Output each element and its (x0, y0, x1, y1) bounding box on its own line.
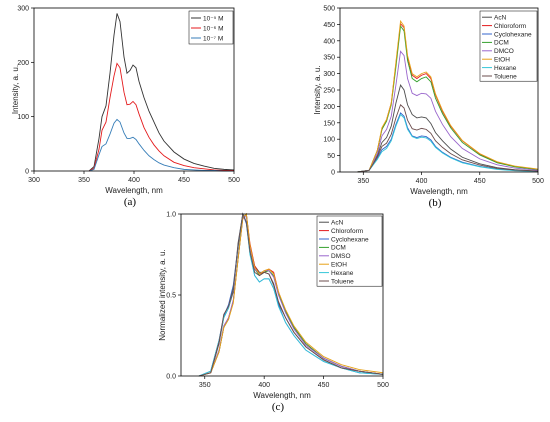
chart-3-legend-label-1: AcN (331, 220, 344, 227)
chart-3-legend-label-5: DMSO (331, 253, 351, 260)
chart-2-legend-label-5: DMCO (494, 48, 514, 55)
chart-3-series-lines (198, 212, 384, 377)
chart-2-y-tick-label-5: 200 (323, 104, 335, 111)
chart-2-series-line-3 (357, 112, 539, 173)
chart-2-y-tick-label-11: 500 (323, 6, 335, 13)
chart-1-x-tick-label-3: 400 (128, 177, 140, 184)
chart-3-legend-label-4: DCM (331, 245, 346, 252)
chart-2-y-tick-label-4: 150 (323, 120, 335, 127)
chart-3-legend-box (316, 215, 383, 287)
chart-3-series-line-6 (198, 213, 384, 377)
chart-2-panel-label: (b) (429, 197, 442, 209)
chart-2-legend-label-2: Chloroform (494, 23, 526, 30)
chart-3-series-line-8 (198, 212, 384, 377)
chart-2-y-tick-label-2: 50 (327, 153, 335, 160)
chart-1-series-lines (88, 13, 235, 172)
chart-3-y-tick-label-1: 0.0 (166, 374, 176, 381)
chart-2-series-line-5 (357, 50, 539, 173)
chart-2-legend-box (479, 10, 538, 82)
chart-1-x-tick-label-5: 500 (228, 177, 240, 184)
chart-1-series-line-2 (88, 62, 234, 172)
chart-2-legend-label-8: Toluene (494, 73, 517, 80)
chart-3-legend-label-6: EtOH (331, 262, 347, 269)
chart-1-legend-label-1: 10⁻⁵ M (203, 15, 224, 22)
chart-2-y-tick-label-1: 0 (331, 170, 335, 177)
chart-3-panel-label: (c) (272, 401, 285, 413)
chart-1-x-tick-label-2: 350 (78, 177, 90, 184)
chart-3-x-tick-label-2: 400 (258, 382, 270, 389)
chart-2-legend-label-4: DCM (494, 40, 509, 47)
chart-2-y-tick-label-7: 300 (323, 71, 335, 78)
chart-3-legend-label-8: Toluene (331, 278, 354, 285)
chart-1-series-line-1 (88, 13, 235, 172)
chart-1-x-tick-label-1: 300 (28, 177, 40, 184)
chart-2-y-axis-label: Intensity, a. u. (313, 65, 322, 114)
panel-b-chart: 350 400 450 500 0 50 100 150 200 250 300 350 400 450 5… (313, 6, 544, 210)
chart-2-x-tick-label-2: 400 (416, 178, 428, 185)
chart-1-series-line-3 (88, 118, 234, 172)
chart-1-y-tick-label-4: 300 (17, 6, 29, 13)
chart-2-legend-label-1: AcN (494, 15, 507, 22)
chart-2-series-line-6 (357, 19, 539, 173)
chart-1-y-axis-label: Intensity, a. u. (11, 65, 20, 114)
chart-3-x-tick-label-4: 500 (377, 382, 389, 389)
chart-2-legend-label-7: Hexane (494, 65, 517, 72)
chart-3-y-tick-label-2: 0.5 (166, 293, 176, 300)
chart-3-x-tick-label-1: 350 (199, 382, 211, 389)
panel-a-chart: 300 350 400 450 500 0 100 200 300 Wavelength, nm I… (11, 6, 240, 209)
chart-1-y-tick-label-3: 200 (17, 60, 29, 67)
chart-1-y-tick-label-2: 100 (17, 114, 29, 121)
chart-3-x-axis-label: Wavelength, nm (253, 391, 311, 400)
chart-1-legend-label-2: 10⁻⁶ M (203, 25, 224, 32)
chart-3-y-tick-label-3: 1.0 (166, 212, 176, 219)
chart-3-series-line-7 (198, 212, 384, 377)
chart-2-y-tick-label-9: 400 (323, 38, 335, 45)
panel-c-chart: 350 400 450 500 0.0 0.5 1.0 Wavelength, nm Norma… (158, 212, 389, 414)
chart-1-x-tick-label-4: 450 (178, 177, 190, 184)
chart-1-y-tick-label-1: 0 (25, 169, 29, 176)
chart-1-x-axis-label: Wavelength, nm (105, 186, 163, 195)
chart-2-y-tick-label-10: 450 (323, 22, 335, 29)
chart-2-series-line-4 (357, 24, 539, 173)
chart-2-x-tick-label-1: 350 (357, 178, 369, 185)
chart-2-x-tick-label-4: 500 (532, 178, 544, 185)
chart-2-series-line-8 (357, 103, 539, 173)
chart-3-legend-label-2: Chloroform (331, 228, 363, 235)
chart-2-legend-label-3: Cyclohexane (494, 31, 532, 38)
chart-2-legend-label-6: EtOH (494, 57, 510, 64)
chart-3-y-axis-label: Normalized intensity, a. u. (158, 249, 167, 340)
chart-3-legend-label-3: Cyclohexane (331, 236, 369, 243)
chart-2-y-tick-label-8: 350 (323, 55, 335, 62)
chart-2-series-line-7 (357, 113, 539, 173)
chart-2-x-tick-label-3: 450 (474, 178, 486, 185)
chart-3-legend-label-7: Hexane (331, 270, 354, 277)
chart-2-x-axis-label: Wavelength, nm (410, 187, 468, 196)
chart-2-y-tick-label-6: 250 (323, 88, 335, 95)
chart-1-panel-label: (a) (124, 196, 137, 208)
chart-3-x-tick-label-3: 450 (318, 382, 330, 389)
chart-1-legend-label-3: 10⁻⁷ M (203, 35, 223, 42)
chart-2-series-line-1 (357, 84, 539, 173)
chart-2-series-lines (357, 19, 539, 173)
chart-2-y-tick-label-3: 100 (323, 137, 335, 144)
